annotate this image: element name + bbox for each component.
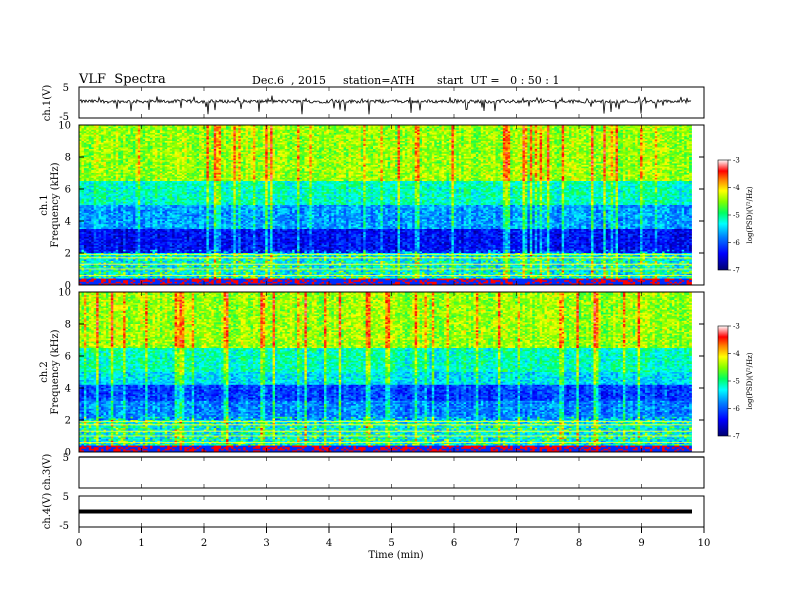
ch1-spectrogram-cells <box>79 125 692 285</box>
ch1-trace <box>80 96 691 115</box>
ch1-ylabel: ch.1(V) <box>42 85 53 122</box>
ch1-tick-top: 5 <box>63 83 69 94</box>
